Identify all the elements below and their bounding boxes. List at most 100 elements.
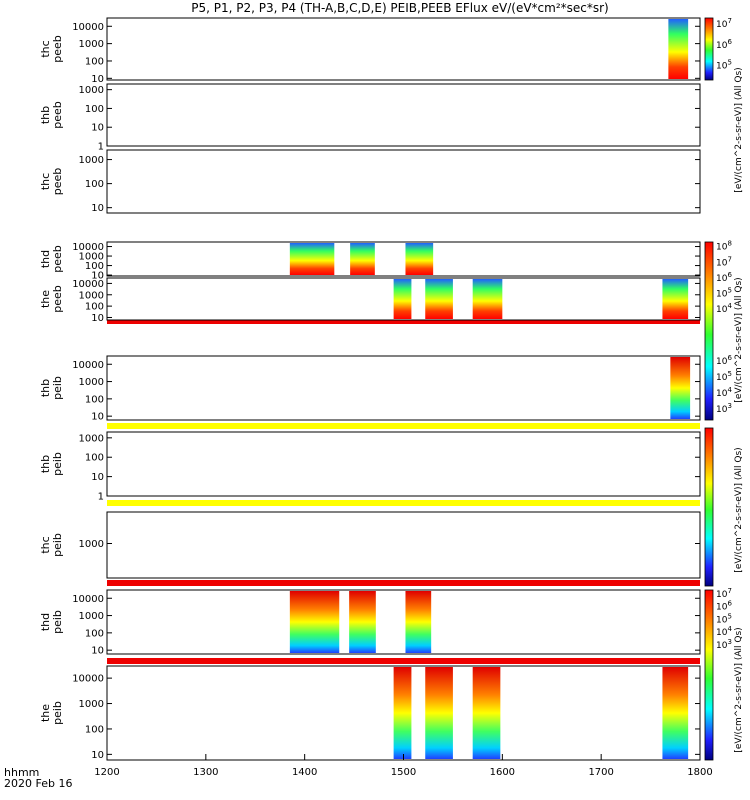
x-tick-label: 1800 [687,767,712,778]
y-tick-label: 100 [85,261,104,272]
colorbar-label-4: [eV/(cm^2-s-sr-eV)] (All Qs) [734,627,744,752]
colorbar-1 [704,17,714,81]
x-axis: 1200 1300 1400 1500 1600 1700 1800 [94,754,713,778]
panel-frame [106,83,701,147]
panel-ylabel-line2: peeb [51,168,64,196]
panel-ylabel-line2: peib [51,452,64,476]
panel-ylabel-line2: peeb [51,35,64,63]
y-tick-label: 1000 [79,433,104,444]
panel-ylabel: the peib [39,701,64,725]
panel-ylabel: thb peib [39,452,64,476]
panel-ylabel-line1: thb [39,379,52,397]
panel-ylabel: thb peeb [39,101,64,129]
colorbar-tick-label: 106 [716,271,732,284]
colorbar-label-2: [eV/(cm^2-s-sr-eV)] (All Qs) [734,277,744,402]
panel-ylabel-line1: thb [39,455,52,473]
y-tick-label: 10 [91,472,104,483]
spectrogram-block [472,667,501,759]
y-tick-label: 10 [91,74,104,85]
spectrogram-block [393,279,412,319]
spectrogram-block [425,279,453,319]
spectrogram-block [350,243,375,275]
colorbar-tick-label: 106 [716,38,732,51]
panel-frame [106,17,701,81]
x-tick-label: 1400 [292,767,317,778]
y-tick-label: 100 [85,302,104,313]
colorbar-tick-label: 103 [716,638,732,651]
panel-frame [106,431,701,497]
spectrogram-block [662,279,689,319]
spectrogram-block [405,591,432,653]
x-tick-label: 1500 [391,767,416,778]
colorbar-tick-label: 104 [716,625,732,638]
panel-ylabel-line1: the [39,704,52,722]
x-tick-label: 1700 [588,767,613,778]
panel-ylabel-line1: thc [39,173,52,190]
spectrogram-block [349,591,376,653]
y-tick-label: 1000 [79,155,104,166]
spectrogram-block [289,591,340,653]
colorbar-tick-label: 108 [716,240,732,253]
colorbar-3 [704,427,714,587]
panel-ylabel-line2: peib [51,610,64,634]
spectrogram-panel-8: 1000 thc peib [39,511,701,579]
spectrogram-panel-9: 10 100 1000 10000 thd peib [39,589,701,657]
colorbar-tick-label: 107 [716,17,732,30]
spectrogram-block [472,279,503,319]
colorbar-2 [704,241,714,421]
y-tick-label: 10 [91,271,104,282]
panel-ylabel-line2: peib [51,701,64,725]
y-tick-label: 100 [85,104,104,115]
spectrogram-block [662,667,689,759]
spectrogram-panel-10: 10 100 1000 10000 the peib [39,665,701,761]
footer-date-label: 2020 Feb 16 [4,777,72,790]
spectrogram-block [668,19,689,79]
y-tick-label: 1 [98,492,104,503]
colorbar-4 [704,589,714,761]
y-tick-label: 100 [85,724,104,735]
y-tick-label: 10 [91,412,104,423]
y-tick-label: 1000 [79,290,104,301]
y-tick-label: 1000 [79,539,104,550]
colorbar-tick-label: 104 [716,386,732,399]
panel-ylabel: thc peeb [39,168,64,196]
panel-ylabel-line1: thb [39,106,52,124]
colorbar-tick-label: 106 [716,600,732,613]
x-tick-label: 1600 [490,767,515,778]
footer-time-label: hhmm [4,766,39,779]
y-tick-label: 100 [85,179,104,190]
y-tick-label: 10000 [72,674,104,685]
panel-frame [106,149,701,214]
y-tick-label: 1000 [79,699,104,710]
y-tick-label: 1000 [79,377,104,388]
spectrogram-panel-6: 10 100 1000 10000 thb peib [39,355,701,423]
x-tick-label: 1300 [193,767,218,778]
y-tick-label: 10 [91,203,104,214]
y-tick-label: 1000 [79,39,104,50]
colorbar-tick-label: 104 [716,302,732,315]
colorbar-tick-label: 107 [716,255,732,268]
panel-ylabel-line1: thd [39,613,52,631]
panel-ylabel: the peeb [39,285,64,313]
colorbar-tick-label: 105 [716,286,732,299]
spectrogram-panel-7: 1 10 100 1000 thb peib [39,431,701,503]
x-tick-label: 1200 [94,767,119,778]
colorbar-ticks: 1051061071041051061071081031041051061031… [716,17,732,651]
spectrogram-block [425,667,453,759]
colorbar-label-3: [eV/(cm^2-s-sr-eV)] (All Qs) [734,447,744,572]
y-tick-label: 100 [85,628,104,639]
y-tick-label: 10 [91,313,104,324]
status-band [107,658,700,664]
status-band [107,213,700,219]
spectrogram-panel-3: 10 100 1000 thc peeb [39,149,701,214]
panel-ylabel-line2: peib [51,376,64,400]
y-tick-label: 10000 [72,242,104,253]
status-band [107,500,700,506]
colorbar-label-1: [eV/(cm^2-s-sr-eV)] (All Qs) [734,67,744,192]
colorbar-tick-label: 107 [716,587,732,600]
panel-ylabel-line2: peeb [51,285,64,313]
panel-ylabel: thb peib [39,376,64,400]
